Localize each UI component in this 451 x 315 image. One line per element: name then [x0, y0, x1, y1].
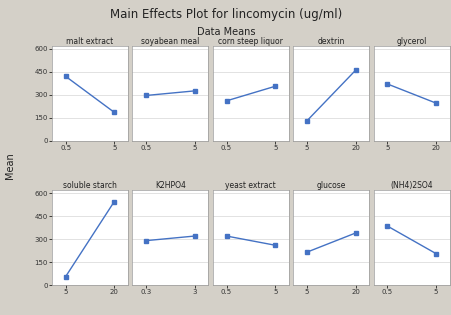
Title: malt extract: malt extract — [66, 37, 113, 46]
Title: soluble starch: soluble starch — [63, 181, 117, 190]
Title: corn steep liquor: corn steep liquor — [218, 37, 283, 46]
Title: glucose: glucose — [316, 181, 345, 190]
Text: Mean: Mean — [5, 152, 15, 179]
Title: yeast extract: yeast extract — [225, 181, 276, 190]
Text: Main Effects Plot for lincomycin (ug/ml): Main Effects Plot for lincomycin (ug/ml) — [110, 8, 341, 21]
Text: Data Means: Data Means — [196, 27, 255, 37]
Title: dextrin: dextrin — [317, 37, 344, 46]
Title: K2HPO4: K2HPO4 — [155, 181, 185, 190]
Title: (NH4)2SO4: (NH4)2SO4 — [390, 181, 432, 190]
Title: soyabean meal: soyabean meal — [141, 37, 199, 46]
Title: glycerol: glycerol — [396, 37, 426, 46]
